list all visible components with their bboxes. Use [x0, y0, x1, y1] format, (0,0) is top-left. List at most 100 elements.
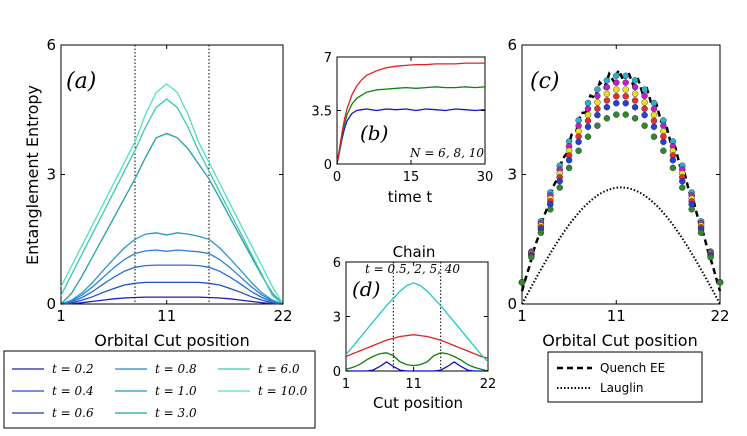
- legend-a-label: t = 0.4: [52, 384, 94, 398]
- panel-d-annotation: t = 0.5, 2, 5, 40: [365, 262, 460, 276]
- panel-c-marker: [716, 279, 724, 286]
- panel-a-xtick-label: 11: [157, 307, 176, 325]
- panel-b-series-line: [336, 86, 486, 165]
- panel-c-marker: [622, 93, 629, 100]
- panel-c-marker: [660, 122, 667, 130]
- panel-c-marker: [556, 177, 563, 185]
- panel-c-xtick-label: 22: [710, 307, 729, 325]
- panel-c-marker: [594, 86, 601, 93]
- panel-c-marker: [556, 184, 563, 191]
- panel-c-ytick-label: 0: [507, 295, 517, 313]
- panel-d-xtick-label: 1: [342, 377, 350, 392]
- panel-a-label: (a): [66, 69, 96, 94]
- panel-c-marker: [594, 111, 601, 119]
- panel-c-marker: [641, 105, 648, 112]
- panel-c-marker: [518, 279, 526, 286]
- panel-b-xtick-label: 30: [477, 170, 494, 185]
- panel-b-ytick-label: 0: [324, 158, 332, 173]
- panel-c-marker: [547, 206, 554, 213]
- panel-c-marker: [641, 86, 648, 93]
- panel-c-marker: [622, 79, 629, 86]
- panel-a-series-line: [60, 82, 284, 305]
- panel-c-marker: [631, 103, 639, 111]
- panel-d-series-line: [345, 334, 489, 359]
- panel-d-xlabel: Cut position: [373, 394, 463, 412]
- panel-b-xtick-label: 0: [333, 170, 341, 185]
- panel-c-marker: [669, 156, 677, 164]
- panel-a-series-line: [60, 132, 284, 305]
- panel-a-vlines: [134, 45, 210, 304]
- legend-quench-label: Quench EE: [600, 361, 665, 375]
- panel-c-marker: [660, 117, 667, 124]
- panel-c-label: (c): [530, 69, 560, 94]
- panel-c-xtick-label: 11: [607, 307, 626, 325]
- legend-a-label: t = 1.0: [155, 384, 197, 398]
- panel-a-ytick-label: 6: [46, 36, 56, 54]
- panel-c-marker: [641, 122, 648, 129]
- panel-c-marker: [565, 156, 573, 164]
- panel-c-marker: [575, 133, 582, 140]
- panel-a-series-line: [60, 296, 284, 305]
- panel-a-series-line: [60, 249, 284, 305]
- panel-c-marker: [613, 111, 620, 118]
- panel-d-vlines: [392, 262, 442, 371]
- panel-c-marker: [650, 111, 658, 119]
- panel-c-marker: [622, 99, 629, 107]
- panel-d-lines: [345, 282, 489, 372]
- panel-c-marker: [584, 99, 592, 107]
- panel-c-xtick-label: 1: [517, 307, 527, 325]
- legend-a-frame: [3, 350, 316, 429]
- panel-c-marker: [594, 105, 601, 112]
- panel-c-marker: [613, 79, 620, 86]
- panel-c-ytick-label: 6: [507, 36, 517, 54]
- panel-a-ytick-label: 3: [46, 166, 56, 184]
- panel-d-ytick-label: 3: [333, 311, 341, 326]
- panel-b-series-line: [336, 62, 485, 165]
- panel-c-marker: [641, 111, 648, 119]
- legend-a-label: t = 0.2: [52, 362, 94, 376]
- panel-c-marker: [641, 99, 648, 106]
- panel-c-marker: [660, 138, 667, 146]
- panel-d-title: Chain: [393, 243, 436, 261]
- panel-c-marker: [594, 99, 601, 106]
- panel-a-series-line: [60, 264, 284, 305]
- legend-c: Quench EE Lauglin: [547, 351, 703, 403]
- legend-c-frame: [547, 351, 703, 403]
- legend-a-label: t = 0.6: [52, 406, 94, 420]
- legend-a-label: t = 6.0: [258, 362, 300, 376]
- panel-c-marker: [603, 103, 611, 111]
- panel-d-xtick-label: 11: [405, 377, 422, 392]
- panel-d-series-line: [345, 282, 489, 363]
- panel-b-ytick-label: 3.5: [311, 105, 332, 120]
- panel-c-marker: [594, 122, 601, 129]
- panel-c-marker: [594, 92, 601, 100]
- panel-c-marker: [603, 115, 611, 122]
- panel-c-marker: [688, 206, 695, 213]
- panel-c-xlabel: Orbital Cut position: [542, 331, 697, 350]
- panel-c-marker: [641, 92, 648, 100]
- panel-c-marker: [575, 122, 582, 130]
- panel-d-xtick-label: 22: [480, 377, 497, 392]
- panel-c-marker: [603, 97, 611, 104]
- panel-c-marker: [697, 229, 705, 237]
- panel-a-series-line: [60, 232, 284, 305]
- panel-a-xlabel: Orbital Cut position: [94, 331, 249, 350]
- panel-c-marker: [584, 111, 592, 119]
- panel-c-marker: [575, 138, 582, 146]
- panel-c-marker: [660, 147, 667, 155]
- panel-a-ytick-label: 0: [46, 295, 56, 313]
- legend-a-label: t = 10.0: [258, 384, 308, 398]
- panel-c-marker: [679, 184, 686, 191]
- panel-c-marker: [622, 111, 629, 118]
- panel-b-ticks: 0 15 30 0 3.5 7: [311, 51, 493, 185]
- panel-c-marker: [575, 147, 582, 155]
- panel-c-marker: [603, 77, 611, 84]
- panel-c-quench-line: [520, 67, 722, 292]
- panel-c-marker: [650, 123, 658, 131]
- legend-a-label: t = 0.8: [155, 362, 197, 376]
- panel-a-xtick-label: 1: [56, 307, 66, 325]
